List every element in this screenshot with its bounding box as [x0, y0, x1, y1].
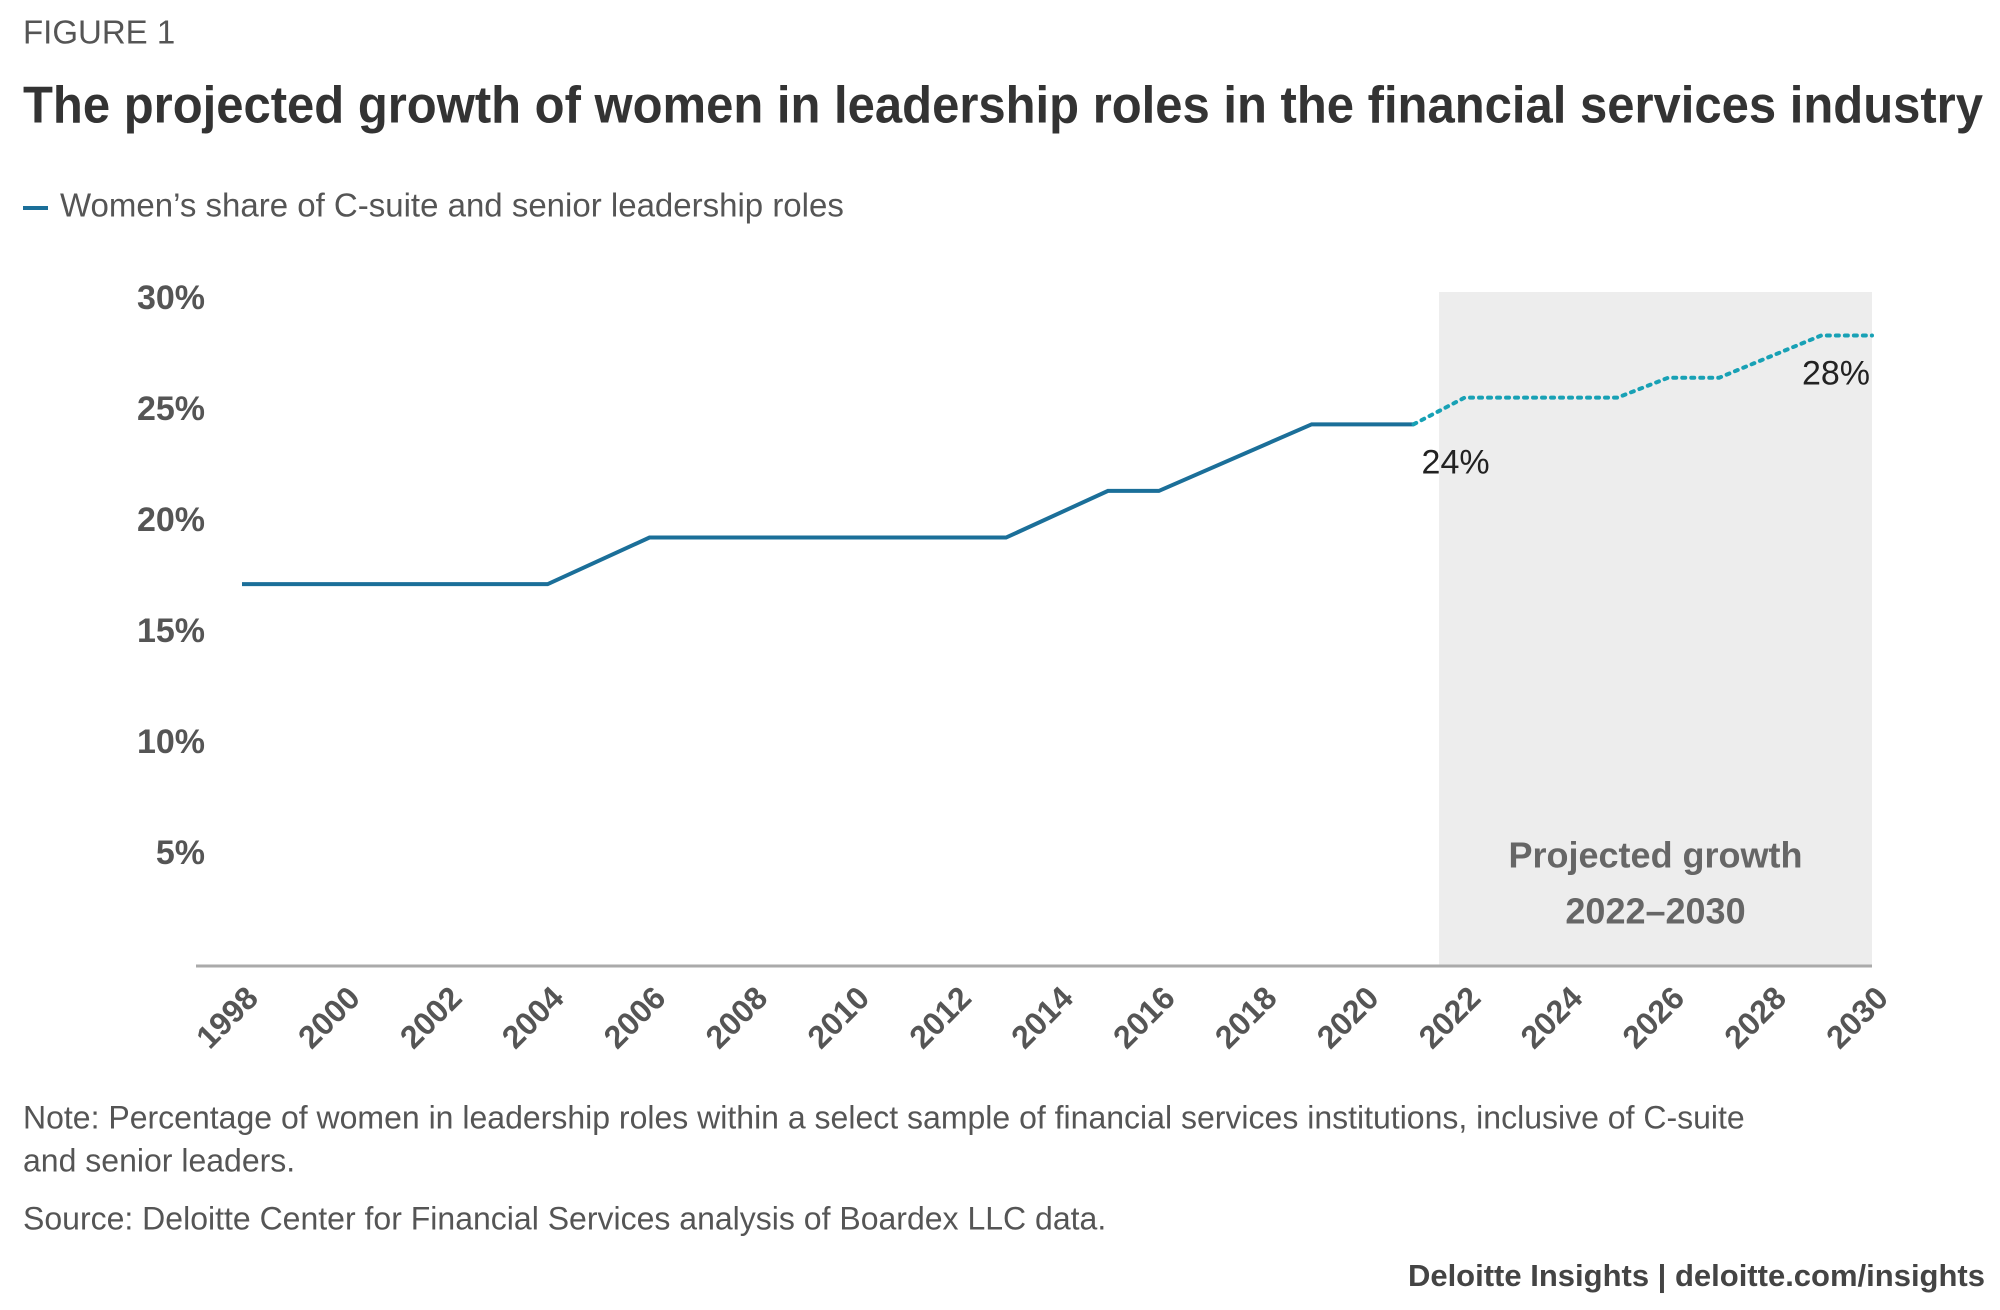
y-tick-label: 30%	[137, 279, 205, 317]
data-label: 28%	[1802, 355, 1870, 393]
figure-label: FIGURE 1	[23, 14, 175, 51]
x-tick-label: 2016	[1106, 979, 1182, 1055]
x-tick-label: 1998	[189, 979, 265, 1055]
x-tick-label: 2024	[1514, 979, 1590, 1055]
x-tick-label: 2026	[1615, 979, 1691, 1055]
data-line	[242, 422, 1414, 587]
y-tick-label: 15%	[137, 612, 205, 650]
legend-label: Women’s share of C-suite and senior lead…	[60, 187, 844, 224]
x-tick-label: 2008	[699, 979, 775, 1055]
x-tick-label: 2020	[1310, 979, 1386, 1055]
y-tick-label: 25%	[137, 390, 205, 428]
x-tick-label: 2022	[1412, 979, 1488, 1055]
x-tick-label: 2012	[902, 979, 978, 1055]
x-tick-label: 2014	[1004, 979, 1080, 1055]
projection-label: 2022–2030	[1565, 891, 1745, 932]
y-tick-label: 5%	[156, 834, 205, 872]
x-tick-label: 2002	[393, 979, 469, 1055]
x-tick-label: 2000	[291, 979, 367, 1055]
note: Note: Percentage of women in leadership …	[23, 1099, 1745, 1135]
data-label: 24%	[1422, 443, 1490, 481]
chart-title: The projected growth of women in leaders…	[23, 77, 1983, 135]
footer: Deloitte Insights | deloitte.com/insight…	[1408, 1258, 1985, 1293]
source: Source: Deloitte Center for Financial Se…	[23, 1200, 1106, 1236]
y-tick-label: 20%	[137, 501, 205, 539]
y-tick-label: 10%	[137, 723, 205, 761]
projection-label: Projected growth	[1509, 835, 1803, 876]
x-tick-label: 2030	[1819, 979, 1895, 1055]
projection-region	[1439, 292, 1872, 966]
x-tick-label: 2028	[1717, 979, 1793, 1055]
note: and senior leaders.	[23, 1142, 295, 1178]
data-line	[1411, 333, 1874, 427]
x-tick-label: 2004	[495, 979, 571, 1055]
x-tick-label: 2010	[800, 979, 876, 1055]
x-tick-label: 2018	[1208, 979, 1284, 1055]
x-tick-label: 2006	[597, 979, 673, 1055]
